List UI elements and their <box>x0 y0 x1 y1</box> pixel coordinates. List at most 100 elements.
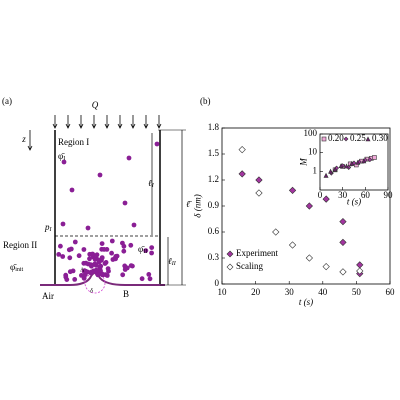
x-tick-label: 10 <box>218 287 228 297</box>
symbol-sub: I <box>49 227 53 233</box>
particle <box>124 265 130 271</box>
legend-marker <box>365 136 371 142</box>
arrow-head <box>156 123 162 129</box>
y-tick-label: 1.2 <box>208 174 219 184</box>
legend-label: 0.20 <box>328 133 344 143</box>
particle <box>122 200 128 206</box>
z-label: z <box>21 134 26 144</box>
panel-label: (a) <box>2 96 12 106</box>
point <box>328 168 334 174</box>
arrow-head <box>91 123 97 129</box>
particle <box>102 261 108 266</box>
point <box>288 186 297 195</box>
symbol-label: ℓII <box>168 256 177 267</box>
particle <box>92 261 98 267</box>
y-axis-label: δ (nm) <box>193 194 203 217</box>
y-tick-label: 0.6 <box>208 226 220 236</box>
point <box>339 238 347 247</box>
particle <box>149 250 155 256</box>
air-label: Air <box>42 291 54 301</box>
panel-label: (b) <box>200 96 211 106</box>
length-label: ℓ̄ <box>186 199 193 209</box>
particle <box>99 241 105 247</box>
particle <box>69 187 75 193</box>
point <box>288 241 297 249</box>
particle <box>85 225 91 231</box>
particle <box>72 239 78 245</box>
particle <box>81 247 87 252</box>
x-tick-label: 90 <box>384 190 394 200</box>
particle <box>149 245 155 251</box>
particle <box>98 268 103 274</box>
y-tick-label: 1.8 <box>208 122 220 132</box>
z-arrow-head <box>27 145 33 151</box>
point <box>255 176 263 184</box>
particle <box>58 243 63 249</box>
point <box>343 163 349 169</box>
arrow-head <box>117 123 123 129</box>
particle <box>143 248 149 254</box>
y-tick-label: 0.3 <box>208 252 220 262</box>
particle <box>154 141 160 147</box>
symbol-base: φ̄ <box>138 244 145 254</box>
x-tick-label: 30 <box>285 287 295 297</box>
particle <box>83 260 89 266</box>
y-tick-label: 10 <box>308 147 318 157</box>
point <box>323 172 329 178</box>
point <box>372 155 377 160</box>
arrow-head <box>78 123 84 129</box>
point <box>238 170 246 178</box>
y-tick-label: 0.9 <box>208 200 220 210</box>
particle <box>147 276 153 282</box>
x-axis-label: t (s) <box>299 297 313 307</box>
y-tick-label: 0 <box>215 278 220 288</box>
point <box>255 189 263 197</box>
particle <box>121 248 127 254</box>
symbol-sub: I <box>63 156 65 162</box>
point <box>356 261 364 269</box>
arrow-head <box>104 123 110 129</box>
particle <box>120 272 126 278</box>
point <box>367 157 373 163</box>
x-tick-label: 30 <box>338 190 348 200</box>
symbol-sub: init <box>15 267 23 273</box>
y-axis-label: M <box>298 158 308 167</box>
point <box>349 160 355 166</box>
particle <box>128 242 134 248</box>
arrow-head <box>130 123 136 129</box>
flux-arrows <box>52 115 162 129</box>
point <box>355 159 361 165</box>
legend-label: Experiment <box>236 248 278 258</box>
point <box>305 254 313 262</box>
particle <box>96 272 101 278</box>
particle <box>92 257 98 262</box>
y-tick-label: 1 <box>313 165 318 175</box>
particle <box>67 255 73 261</box>
arrow-head <box>52 123 58 129</box>
particle <box>131 222 137 228</box>
particle <box>146 272 152 277</box>
point-label: B <box>123 289 129 299</box>
particle <box>105 266 111 271</box>
particles <box>56 141 160 282</box>
legend-marker <box>321 136 327 142</box>
point <box>322 263 330 271</box>
particle <box>56 252 62 257</box>
symbol-label: ℓI <box>148 178 155 189</box>
particle <box>67 269 73 275</box>
symbol-base: p <box>44 222 50 232</box>
particle <box>109 238 115 244</box>
flux-label: Q <box>92 100 99 110</box>
particle <box>90 252 96 257</box>
particle <box>60 221 66 227</box>
particle <box>82 272 88 278</box>
particle <box>121 243 127 249</box>
particle <box>93 268 99 274</box>
legend-marker <box>226 263 234 271</box>
point <box>322 195 330 203</box>
particle <box>102 272 108 277</box>
x-tick-label: 60 <box>361 190 371 200</box>
arrow-head <box>143 123 149 129</box>
